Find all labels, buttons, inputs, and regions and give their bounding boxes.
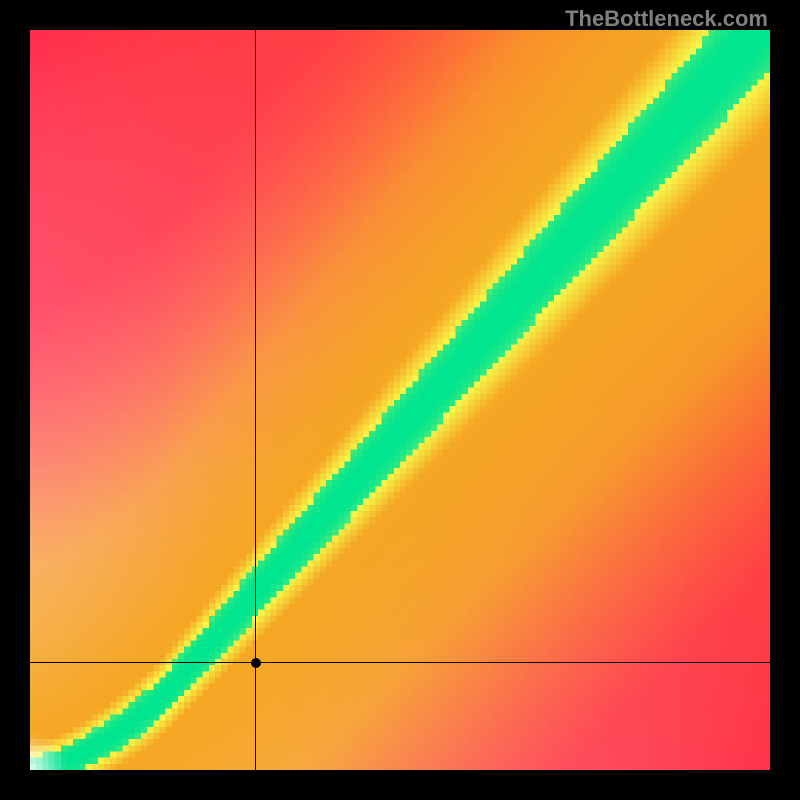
crosshair-horizontal	[30, 662, 770, 663]
selection-marker	[251, 658, 261, 668]
chart-container: TheBottleneck.com	[0, 0, 800, 800]
watermark: TheBottleneck.com	[565, 6, 768, 32]
bottleneck-heatmap	[30, 30, 770, 770]
